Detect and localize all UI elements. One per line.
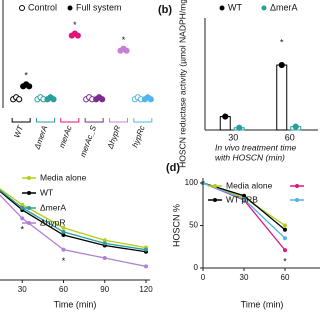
point	[20, 202, 25, 207]
legend-label: Control	[28, 2, 57, 12]
x-tick-label: 0	[201, 273, 206, 282]
annotation: *	[73, 20, 77, 30]
y-axis-label: HOSCN %	[171, 204, 181, 247]
legend-label: ΔmerA	[40, 202, 66, 212]
line	[0, 190, 147, 253]
y-tick-label: 50	[189, 221, 198, 230]
point	[144, 247, 148, 252]
legend-label: ΔhypR	[40, 217, 66, 227]
panel-label: (b)	[158, 4, 172, 16]
x-tick-label: 60	[285, 132, 295, 142]
x-tick-label: hypRc	[130, 124, 146, 148]
bracket	[109, 118, 128, 123]
x-tick-label: 30	[228, 132, 238, 142]
x-tick-label: merAc	[57, 124, 73, 149]
legend-label: Media alone	[40, 172, 87, 182]
plot	[201, 181, 287, 253]
legend-marker	[295, 198, 299, 202]
annotation: *	[283, 257, 287, 267]
bracket	[36, 118, 55, 123]
line	[202, 182, 286, 239]
x-tick-label: merAc_S	[78, 124, 98, 159]
point	[61, 225, 66, 230]
plot	[0, 188, 148, 269]
point	[144, 264, 148, 269]
bracket	[133, 118, 153, 123]
legend-label: ΔmerA	[270, 2, 298, 12]
bar	[276, 64, 288, 131]
point	[99, 96, 106, 103]
point	[26, 83, 33, 90]
legend-label: WT pRB	[226, 194, 258, 204]
y-axis-label: HOSCN reductase activity (µmol NADPH/mg/…	[177, 0, 187, 168]
annotation: *	[24, 71, 28, 81]
legend-label: Full system	[76, 2, 122, 12]
point	[242, 193, 246, 198]
point	[74, 32, 81, 39]
point	[292, 123, 299, 130]
point	[278, 61, 285, 69]
x-axis-label: with HOSCN (min)	[215, 152, 285, 162]
x-tick-label: 30	[18, 285, 27, 294]
bracket	[11, 118, 31, 123]
line	[0, 194, 147, 268]
point	[222, 113, 229, 120]
legend-marker	[19, 5, 25, 11]
legend-label: Media alone	[226, 180, 273, 190]
x-tick-label: 60	[281, 273, 290, 282]
legend-marker	[219, 5, 225, 11]
point	[242, 197, 246, 202]
point	[283, 248, 287, 253]
line	[0, 189, 147, 251]
legend-marker	[27, 221, 31, 225]
point	[283, 223, 287, 228]
y-tick-label: 100	[185, 178, 199, 187]
x-axis-label: Time (min)	[241, 299, 284, 309]
bracket	[60, 118, 80, 123]
point	[16, 96, 23, 103]
point	[20, 216, 25, 221]
x-axis-label: Time (min)	[54, 299, 97, 309]
annotation: *	[122, 35, 126, 45]
point	[61, 233, 66, 238]
legend-marker	[295, 184, 299, 188]
legend-label: WT	[228, 2, 242, 12]
legend-marker	[27, 191, 31, 195]
y-tick-label: 0	[194, 263, 199, 272]
point	[147, 96, 154, 103]
point	[102, 241, 107, 246]
x-axis-label: In vivo treatment time	[215, 142, 297, 152]
x-tick-label: 120	[139, 285, 153, 294]
annotation: *	[20, 225, 24, 235]
point	[283, 227, 287, 232]
point	[61, 229, 66, 234]
legend-marker	[27, 176, 31, 180]
x-tick-label: ΔhypR	[105, 124, 122, 151]
point	[283, 236, 287, 241]
point	[102, 256, 107, 261]
x-tick-label: WT	[12, 123, 25, 139]
point	[102, 238, 107, 243]
annotation: *	[280, 37, 284, 47]
x-tick-label: 30	[240, 273, 249, 282]
point	[61, 247, 66, 252]
panel-label: (d)	[166, 162, 180, 174]
legend-marker	[213, 198, 217, 202]
legend-label: WT	[40, 187, 53, 197]
legend-marker	[67, 5, 73, 11]
legend-marker	[261, 5, 267, 11]
x-tick-label: 90	[100, 285, 109, 294]
point	[123, 47, 130, 54]
legend-marker	[27, 206, 31, 210]
x-tick-label: ΔmerA	[32, 124, 49, 151]
x-tick-label: 60	[59, 285, 68, 294]
legend-marker	[213, 184, 217, 188]
point	[50, 96, 57, 103]
point	[236, 124, 243, 131]
annotation: *	[62, 256, 66, 266]
bracket	[84, 118, 104, 123]
